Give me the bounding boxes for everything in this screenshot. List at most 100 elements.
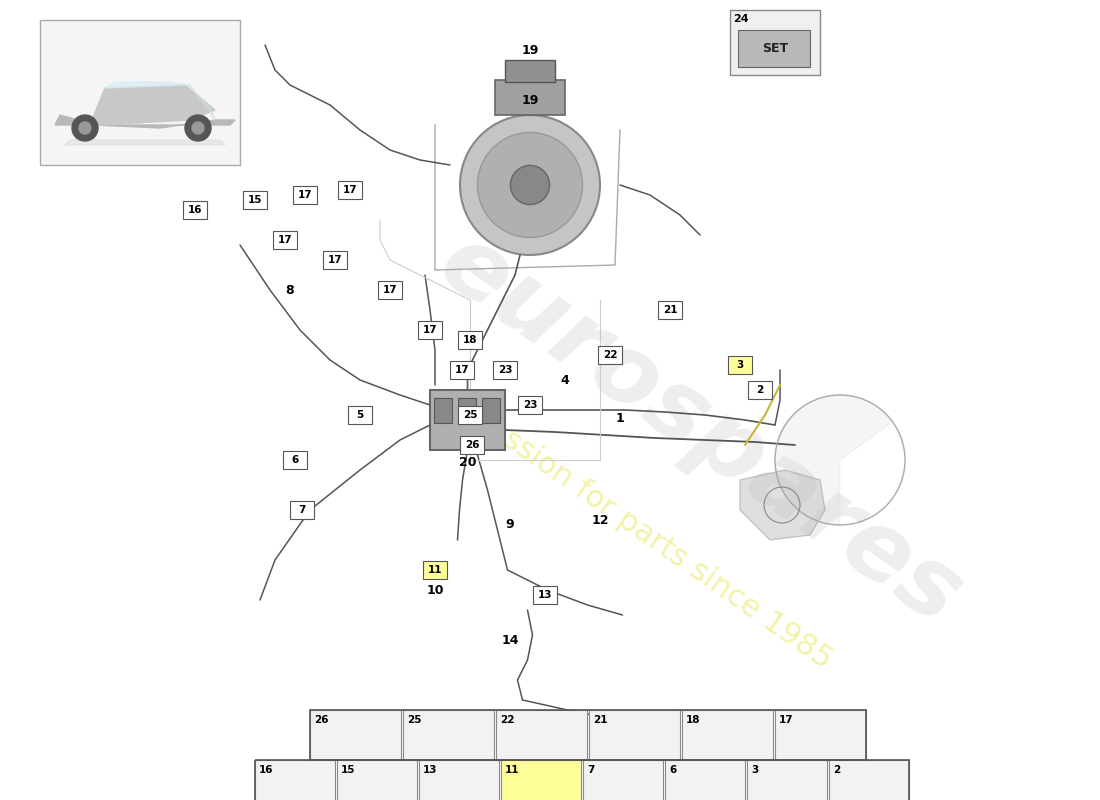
Text: 2: 2 xyxy=(833,765,840,775)
Text: 19: 19 xyxy=(521,94,539,106)
Text: 20: 20 xyxy=(459,455,476,469)
Text: a passion for parts since 1985: a passion for parts since 1985 xyxy=(443,386,837,674)
Text: 8: 8 xyxy=(286,283,295,297)
Text: 10: 10 xyxy=(427,583,443,597)
FancyBboxPatch shape xyxy=(534,586,557,604)
Text: 2: 2 xyxy=(757,385,763,395)
Text: 18: 18 xyxy=(686,715,701,725)
FancyBboxPatch shape xyxy=(243,191,267,209)
Polygon shape xyxy=(776,395,892,525)
Bar xyxy=(419,760,499,800)
Text: 9: 9 xyxy=(506,518,515,531)
Text: 15: 15 xyxy=(248,195,262,205)
Text: 11: 11 xyxy=(505,765,519,775)
Bar xyxy=(747,760,827,800)
Bar xyxy=(337,760,417,800)
Text: 3: 3 xyxy=(736,360,744,370)
Text: 22: 22 xyxy=(500,715,515,725)
Polygon shape xyxy=(188,85,214,120)
FancyBboxPatch shape xyxy=(458,331,482,349)
FancyBboxPatch shape xyxy=(424,561,447,579)
Text: 25: 25 xyxy=(407,715,421,725)
Text: 7: 7 xyxy=(587,765,594,775)
Text: 22: 22 xyxy=(603,350,617,360)
Text: 17: 17 xyxy=(383,285,397,295)
Circle shape xyxy=(79,122,91,134)
Text: 5: 5 xyxy=(356,410,364,420)
FancyBboxPatch shape xyxy=(183,201,207,219)
Bar xyxy=(310,710,866,760)
Bar xyxy=(730,10,820,75)
Text: 17: 17 xyxy=(779,715,793,725)
FancyBboxPatch shape xyxy=(293,186,317,204)
Bar xyxy=(666,760,745,800)
FancyBboxPatch shape xyxy=(378,281,402,299)
Text: 13: 13 xyxy=(424,765,438,775)
Text: 25: 25 xyxy=(463,410,477,420)
Text: 24: 24 xyxy=(733,14,749,24)
FancyBboxPatch shape xyxy=(418,321,442,339)
Bar xyxy=(255,760,336,800)
Text: 17: 17 xyxy=(298,190,312,200)
Bar xyxy=(495,80,565,115)
Text: 14: 14 xyxy=(502,634,519,646)
FancyBboxPatch shape xyxy=(323,251,346,269)
Bar xyxy=(40,20,240,165)
Circle shape xyxy=(510,166,550,205)
Bar xyxy=(829,760,909,800)
Circle shape xyxy=(72,115,98,141)
FancyBboxPatch shape xyxy=(348,406,372,424)
Polygon shape xyxy=(55,115,235,128)
Circle shape xyxy=(192,122,204,134)
Polygon shape xyxy=(740,470,825,540)
Circle shape xyxy=(477,133,583,238)
Text: 23: 23 xyxy=(497,365,513,375)
FancyBboxPatch shape xyxy=(460,436,484,454)
Bar xyxy=(255,760,909,800)
Text: 4: 4 xyxy=(561,374,570,386)
Bar xyxy=(776,710,866,760)
Bar xyxy=(500,760,581,800)
Polygon shape xyxy=(90,85,214,125)
Bar xyxy=(310,710,402,760)
Text: 13: 13 xyxy=(538,590,552,600)
Circle shape xyxy=(460,115,600,255)
Text: 26: 26 xyxy=(314,715,329,725)
Text: 11: 11 xyxy=(428,565,442,575)
Text: 6: 6 xyxy=(292,455,298,465)
Bar xyxy=(434,398,452,423)
Text: 15: 15 xyxy=(341,765,355,775)
Text: 17: 17 xyxy=(454,365,470,375)
Bar xyxy=(588,710,680,760)
Text: SET: SET xyxy=(762,42,788,55)
FancyBboxPatch shape xyxy=(458,406,482,424)
Text: 12: 12 xyxy=(592,514,608,526)
Polygon shape xyxy=(104,82,185,88)
FancyBboxPatch shape xyxy=(290,501,314,519)
Text: 17: 17 xyxy=(343,185,358,195)
FancyBboxPatch shape xyxy=(493,361,517,379)
Text: 26: 26 xyxy=(464,440,480,450)
FancyBboxPatch shape xyxy=(283,451,307,469)
Bar xyxy=(583,760,663,800)
Text: 21: 21 xyxy=(593,715,607,725)
Text: 3: 3 xyxy=(751,765,758,775)
Bar xyxy=(458,398,476,423)
Circle shape xyxy=(185,115,211,141)
Polygon shape xyxy=(65,140,226,145)
FancyBboxPatch shape xyxy=(598,346,622,364)
Text: 21: 21 xyxy=(662,305,678,315)
Text: 17: 17 xyxy=(277,235,293,245)
Bar xyxy=(738,30,810,67)
Text: 16: 16 xyxy=(258,765,274,775)
Text: eurospares: eurospares xyxy=(421,215,979,645)
Bar xyxy=(430,390,505,450)
Bar xyxy=(403,710,494,760)
FancyBboxPatch shape xyxy=(273,231,297,249)
FancyBboxPatch shape xyxy=(728,356,752,374)
Text: 18: 18 xyxy=(463,335,477,345)
FancyBboxPatch shape xyxy=(338,181,362,199)
Text: 6: 6 xyxy=(669,765,676,775)
Bar xyxy=(482,398,500,423)
Text: 1: 1 xyxy=(616,411,625,425)
